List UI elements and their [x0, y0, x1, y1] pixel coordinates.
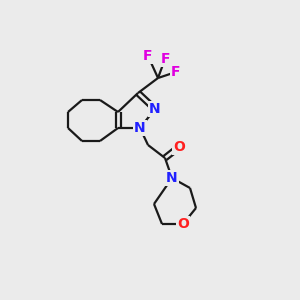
- Text: F: F: [171, 65, 181, 79]
- Text: F: F: [160, 52, 170, 66]
- Text: F: F: [143, 49, 153, 63]
- Text: N: N: [166, 171, 178, 185]
- Text: N: N: [134, 121, 146, 135]
- Text: N: N: [149, 102, 161, 116]
- Text: O: O: [177, 217, 189, 231]
- Text: O: O: [173, 140, 185, 154]
